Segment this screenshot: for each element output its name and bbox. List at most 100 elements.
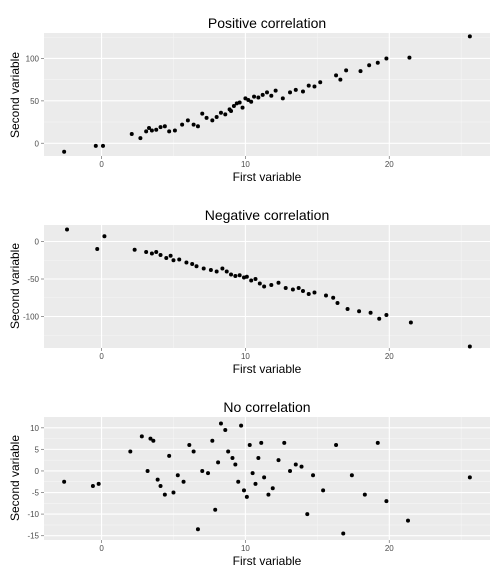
data-point bbox=[206, 471, 211, 476]
scatter-panel-2: 0 10 20 0 -50 -100 Negative correlation First v… bbox=[8, 207, 490, 376]
data-point bbox=[375, 440, 380, 445]
scatter-panel-3: 0 10 20 -15 -10 -5 0 5 10 No correlation First var… bbox=[8, 399, 490, 568]
y-tick-label: -5 bbox=[32, 489, 40, 498]
data-point bbox=[132, 247, 137, 252]
data-point bbox=[62, 479, 67, 484]
data-point bbox=[237, 273, 242, 278]
data-point bbox=[93, 143, 98, 148]
x-tick-label: 0 bbox=[99, 160, 104, 169]
data-point bbox=[177, 257, 182, 262]
data-point bbox=[171, 258, 176, 263]
data-point bbox=[158, 125, 163, 130]
y-tick-label: 10 bbox=[30, 424, 39, 433]
data-point bbox=[276, 280, 281, 285]
data-point bbox=[187, 443, 192, 448]
y-tick-label: -10 bbox=[27, 510, 39, 519]
data-point bbox=[185, 118, 190, 123]
data-point bbox=[139, 434, 144, 439]
data-point bbox=[167, 453, 172, 458]
chart-title: Positive correlation bbox=[208, 15, 326, 31]
data-point bbox=[240, 105, 245, 110]
data-point bbox=[384, 313, 389, 317]
data-point bbox=[216, 460, 221, 465]
data-point bbox=[246, 98, 251, 103]
data-point bbox=[100, 143, 105, 148]
chart-title: No correlation bbox=[223, 399, 310, 415]
data-point bbox=[204, 115, 209, 120]
data-point bbox=[90, 484, 95, 489]
data-point bbox=[218, 110, 223, 115]
data-point bbox=[377, 316, 382, 321]
data-point bbox=[256, 95, 261, 100]
data-point bbox=[162, 124, 167, 129]
data-point bbox=[237, 100, 242, 105]
data-point bbox=[244, 494, 249, 499]
data-point bbox=[311, 473, 316, 478]
y-tick-label: 100 bbox=[26, 54, 40, 63]
data-point bbox=[338, 77, 343, 82]
data-point bbox=[164, 256, 169, 260]
data-point bbox=[158, 253, 163, 257]
data-point bbox=[288, 468, 293, 473]
y-tick-label: 0 bbox=[35, 139, 40, 148]
data-point bbox=[167, 129, 172, 134]
data-point bbox=[306, 292, 311, 296]
data-point bbox=[208, 268, 213, 272]
y-tick-label: 5 bbox=[35, 445, 40, 454]
data-point bbox=[321, 488, 326, 493]
data-point bbox=[138, 136, 143, 141]
x-tick-label: 20 bbox=[385, 352, 394, 361]
data-point bbox=[223, 112, 228, 117]
data-point bbox=[408, 320, 413, 325]
data-point bbox=[65, 227, 70, 232]
data-point bbox=[407, 55, 412, 60]
data-point bbox=[149, 128, 154, 133]
data-point bbox=[250, 471, 255, 476]
y-tick-label: 50 bbox=[30, 97, 39, 106]
data-point bbox=[195, 527, 200, 532]
data-point bbox=[293, 87, 298, 92]
data-point bbox=[214, 269, 219, 274]
data-point bbox=[236, 479, 241, 484]
y-tick-label: 0 bbox=[35, 238, 40, 247]
data-point bbox=[260, 92, 265, 97]
data-point bbox=[190, 262, 195, 266]
y-tick-label: 0 bbox=[35, 467, 40, 476]
data-point bbox=[158, 484, 163, 489]
data-point bbox=[273, 88, 278, 93]
data-point bbox=[253, 481, 258, 486]
y-axis-label: Second variable bbox=[8, 52, 22, 138]
data-point bbox=[145, 468, 150, 473]
data-point bbox=[62, 149, 67, 154]
data-point bbox=[155, 477, 160, 482]
data-point bbox=[171, 490, 176, 495]
data-point bbox=[241, 488, 246, 493]
data-point bbox=[191, 449, 196, 454]
data-point bbox=[223, 427, 228, 432]
data-point bbox=[147, 126, 152, 131]
data-point bbox=[229, 272, 234, 277]
y-axis-label: Second variable bbox=[8, 243, 22, 329]
data-point bbox=[299, 464, 304, 469]
data-point bbox=[305, 512, 310, 517]
data-point bbox=[262, 475, 267, 480]
data-point bbox=[180, 122, 185, 127]
data-point bbox=[149, 251, 154, 256]
data-point bbox=[288, 90, 293, 95]
data-point bbox=[269, 93, 274, 98]
data-point bbox=[367, 63, 372, 68]
data-point bbox=[384, 56, 389, 61]
data-point bbox=[229, 109, 234, 114]
y-tick-label: -50 bbox=[27, 275, 39, 284]
scatter-panel-1: 0 10 20 0 50 100 Positive correlation First var… bbox=[8, 15, 490, 184]
data-point bbox=[259, 440, 264, 445]
x-tick-label: 10 bbox=[241, 160, 250, 169]
data-point bbox=[200, 468, 205, 473]
data-point bbox=[175, 473, 180, 478]
x-tick-label: 10 bbox=[241, 352, 250, 361]
data-point bbox=[296, 286, 301, 290]
data-point bbox=[306, 83, 311, 88]
data-point bbox=[95, 247, 100, 251]
data-point bbox=[172, 128, 177, 133]
